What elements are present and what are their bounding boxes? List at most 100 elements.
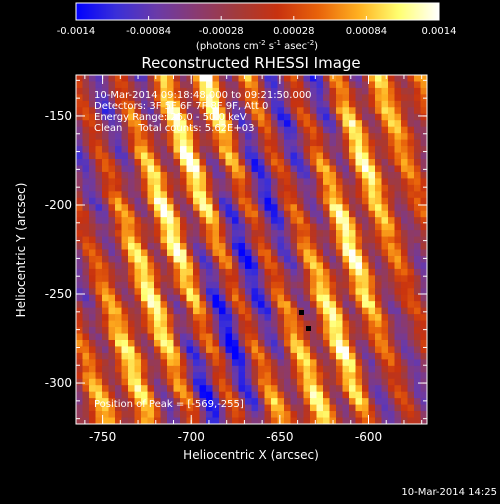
heatmap-cell [362,210,370,218]
heatmap-cell [102,275,110,283]
heatmap-cell [349,378,357,386]
heatmap-cell [297,268,305,276]
heatmap-cell [362,197,370,205]
heatmap-cell [258,385,266,393]
heatmap-cell [173,197,181,205]
heatmap-cell [232,184,240,192]
heatmap-cell [271,236,279,244]
heatmap-cell [180,249,188,257]
heatmap-cell [264,107,272,115]
heatmap-cell [264,294,272,302]
heatmap-cell [173,339,181,348]
heatmap-cell [212,223,220,231]
heatmap-cell [238,152,246,160]
heatmap-cell [290,398,298,406]
heatmap-cell [115,391,123,399]
heatmap-cell [388,333,396,341]
heatmap-cell [160,320,168,328]
heatmap-cell [238,75,246,83]
heatmap-cell [121,223,129,231]
heatmap-cell [245,100,253,108]
heatmap-cell [115,249,123,257]
heatmap-cell [388,365,396,373]
heatmap-cell [173,120,181,128]
heatmap-cell [102,359,110,367]
heatmap-cell [89,178,97,186]
heatmap-cell [180,178,188,186]
heatmap-cell [303,236,311,244]
heatmap-cell [368,75,376,83]
heatmap-cell [121,120,129,128]
heatmap-cell [173,236,181,244]
heatmap-cell [102,320,110,328]
heatmap-cell [381,243,389,251]
heatmap-cell [186,372,194,380]
heatmap-cell [121,133,129,141]
colorbar-tick-label: -0.00028 [199,26,244,37]
heatmap-cell [362,365,370,373]
heatmap-cell [154,378,162,386]
heatmap-cell [414,230,422,238]
heatmap-cell [238,184,246,192]
heatmap-cell [388,385,396,393]
heatmap-cell [115,87,123,95]
heatmap-cell [232,165,240,173]
heatmap-cell [76,385,84,393]
heatmap-cell [206,210,214,218]
heatmap-cell [95,107,103,115]
heatmap-cell [154,171,162,179]
heatmap-cell [180,191,188,199]
heatmap-cell [349,320,357,328]
heatmap-cell [115,113,123,121]
heatmap-cell [290,301,298,309]
heatmap-cell [284,139,292,147]
heatmap-cell [186,133,194,141]
heatmap-cell [180,417,188,424]
heatmap-cell [134,268,142,276]
heatmap-cell [401,262,409,270]
heatmap-cell [329,352,337,360]
heatmap-cell [420,210,427,218]
heatmap-cell [388,352,396,360]
heatmap-cell [232,333,240,341]
heatmap-cell [349,236,357,244]
heatmap-cell [310,255,318,264]
heatmap-cell [329,385,337,393]
heatmap-cell [336,378,344,386]
heatmap-cell [342,281,350,289]
heatmap-cell [76,301,84,309]
heatmap-cell [284,275,292,283]
chart-title: Reconstructed RHESSI Image [141,54,360,72]
heatmap-cell [316,281,324,289]
heatmap-cell [394,210,402,218]
heatmap-cell [342,126,350,134]
heatmap-cell [284,346,292,354]
heatmap-cell [375,107,383,115]
heatmap-cell [245,385,253,393]
heatmap-cell [258,178,266,186]
heatmap-cell [329,139,337,147]
heatmap-cell [297,359,305,367]
heatmap-cell [336,288,344,296]
heatmap-cell [128,294,136,302]
heatmap-cell [173,217,181,225]
heatmap-cell [108,94,116,102]
heatmap-cell [388,100,396,108]
heatmap-cell [180,359,188,367]
heatmap-cell [394,365,402,373]
heatmap-cell [349,327,357,335]
heatmap-cell [271,359,279,367]
heatmap-cell [186,398,194,406]
heatmap-cell [336,133,344,141]
heatmap-cell [206,320,214,328]
heatmap-cell [368,152,376,160]
heatmap-cell [323,107,331,115]
heatmap-cell [297,210,305,218]
heatmap-cell [160,275,168,283]
heatmap-cell [375,411,383,419]
heatmap-cell [167,281,175,289]
heatmap-cell [141,314,149,322]
heatmap-cell [154,314,162,322]
heatmap-cell [303,197,311,205]
heatmap-cell [76,352,84,360]
